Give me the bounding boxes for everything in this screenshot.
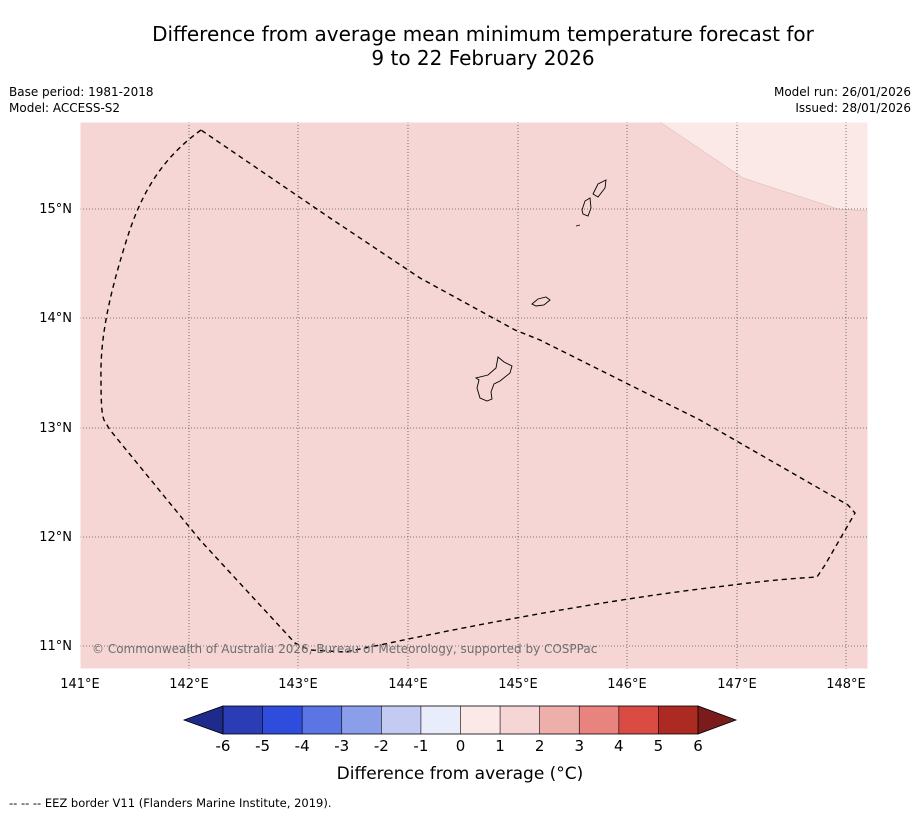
colorbar-outline <box>222 705 699 735</box>
lat-labels: 15°N 14°N 13°N 12°N 11°N <box>39 202 72 654</box>
colorbar-tick-label: -5 <box>255 737 270 755</box>
meta-right: Model run: 26/01/2026 Issued: 28/01/2026 <box>774 84 911 116</box>
colorbar-tick-label: -4 <box>295 737 310 755</box>
colorbar-under-arrow <box>182 705 224 735</box>
title-line-1: Difference from average mean minimum tem… <box>152 22 814 46</box>
lat-label: 11°N <box>39 639 72 654</box>
island-saipan <box>592 179 607 198</box>
model-name: Model: ACCESS-S2 <box>9 101 121 115</box>
meta-left: Base period: 1981-2018 Model: ACCESS-S2 <box>9 84 154 116</box>
colorbar-ticks: -6 -5 -4 -3 -2 -1 0 1 2 3 4 5 6 <box>216 737 703 755</box>
colorbar-tick-label: 2 <box>535 737 545 755</box>
islands <box>474 179 607 402</box>
island-tinian <box>581 197 592 217</box>
lon-label: 145°E <box>498 677 538 692</box>
colorbar-segments <box>223 706 699 734</box>
map-frame <box>79 121 869 670</box>
colorbar-tick-label: 3 <box>574 737 584 755</box>
colorbar-segment <box>658 706 699 734</box>
lon-label: 148°E <box>826 677 866 692</box>
colorbar-segment <box>223 706 263 734</box>
colorbar-segment <box>460 706 501 734</box>
colorbar-tick-label: -6 <box>216 737 231 755</box>
colorbar-over-arrow <box>697 705 738 735</box>
colorbar-segment <box>420 706 461 734</box>
colorbar-tick-label: 6 <box>693 737 703 755</box>
colorbar-title: Difference from average (°C) <box>337 764 584 784</box>
colorbar-tick-label: 1 <box>495 737 505 755</box>
issued-date: Issued: 28/01/2026 <box>795 101 911 115</box>
base-period: Base period: 1981-2018 <box>9 85 154 99</box>
lon-label: 142°E <box>169 677 209 692</box>
colorbar-segment <box>579 706 620 734</box>
footnote: -- -- -- EEZ border V11 (Flanders Marine… <box>9 796 332 810</box>
colorbar-tick-label: -1 <box>413 737 428 755</box>
colorbar-segment <box>341 706 382 734</box>
colorbar-segment <box>381 706 422 734</box>
lat-label: 13°N <box>39 421 72 436</box>
island-rota <box>531 296 551 307</box>
colorbar-segment <box>539 706 580 734</box>
colorbar-tick-label: 0 <box>456 737 466 755</box>
colorbar-tick-label: 4 <box>614 737 624 755</box>
copyright-text: © Commonwealth of Australia 2026, Bureau… <box>92 642 597 656</box>
lon-label: 146°E <box>607 677 647 692</box>
colorbar-tick-label: 5 <box>654 737 664 755</box>
model-run: Model run: 26/01/2026 <box>773 85 911 99</box>
lat-label: 14°N <box>39 311 72 326</box>
colorbar-tick-label: -2 <box>374 737 389 755</box>
lon-labels: 141°E 142°E 143°E 144°E 145°E 146°E 147°… <box>60 677 866 692</box>
title-line-2: 9 to 22 February 2026 <box>371 46 595 70</box>
colorbar: -6 -5 -4 -3 -2 -1 0 1 2 3 4 5 6 Difference from aver… <box>182 705 738 784</box>
colorbar-tick-label: -3 <box>334 737 349 755</box>
lon-label: 147°E <box>717 677 757 692</box>
colorbar-segment <box>618 706 659 734</box>
anomaly-fill-main <box>80 122 868 669</box>
lon-label: 143°E <box>278 677 318 692</box>
gridlines <box>80 122 868 669</box>
colorbar-segment <box>262 706 303 734</box>
lon-label: 144°E <box>388 677 428 692</box>
lon-label: 141°E <box>60 677 100 692</box>
lat-label: 15°N <box>39 202 72 217</box>
island-guam <box>474 356 513 402</box>
island-aguijan <box>575 224 581 227</box>
colorbar-segment <box>500 706 540 734</box>
colorbar-segment <box>302 706 343 734</box>
lat-label: 12°N <box>39 530 72 545</box>
chart-title: Difference from average mean minimum tem… <box>0 22 919 70</box>
